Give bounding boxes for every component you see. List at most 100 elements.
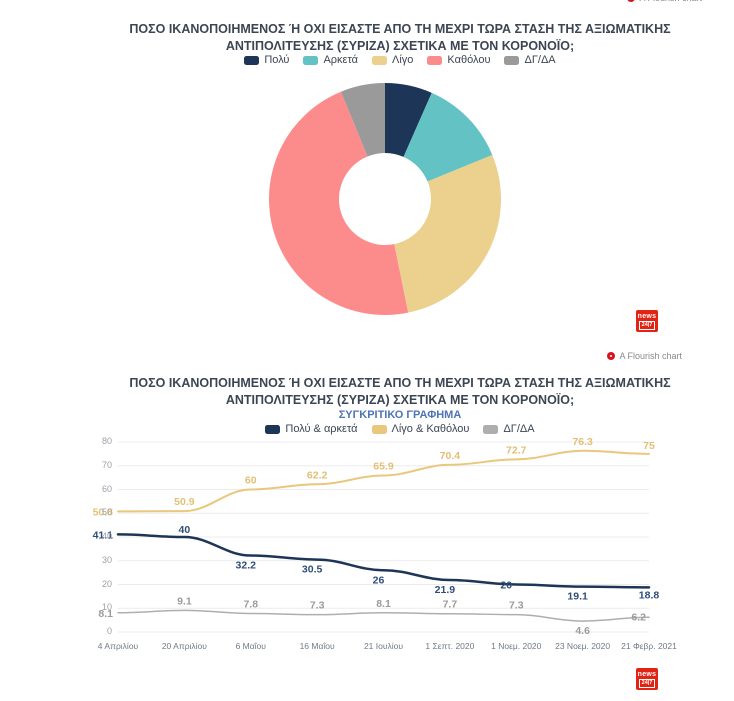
data-point-label: 30.5 xyxy=(302,564,323,576)
data-point-label: 76.3 xyxy=(572,436,593,448)
legend-swatch xyxy=(504,55,520,65)
legend-item[interactable]: Λίγο xyxy=(372,54,413,66)
y-tick-label: 70 xyxy=(101,459,112,470)
title-line-2: ΑΝΤΙΠΟΛΙΤΕΥΣΗΣ (ΣΥΡΙΖΑ) ΣΧΕΤΙΚΑ ΜΕ ΤΟΝ Κ… xyxy=(225,39,575,53)
donut-segment-2[interactable] xyxy=(394,154,501,313)
donut-segment-3[interactable] xyxy=(269,91,409,315)
data-point-label: 50.8 xyxy=(93,506,114,518)
x-tick-label: 16 Μαΐου xyxy=(299,641,335,651)
legend-swatch xyxy=(244,55,260,65)
donut-chart xyxy=(269,83,501,315)
legend-label: ΔΓ/ΔΑ xyxy=(503,423,535,435)
donut-chart-title: ΠΟΣΟ ΙΚΑΝΟΠΟΙΗΜΕΝΟΣ Ή ΟΧΙ ΕΙΣΑΣΤΕ ΑΠΟ ΤΗ… xyxy=(66,21,734,55)
data-point-label: 40 xyxy=(179,524,191,536)
y-tick-label: 20 xyxy=(101,578,112,589)
data-point-label: 60 xyxy=(245,475,257,487)
data-point-label: 8.1 xyxy=(98,608,113,620)
legend-item[interactable]: Λίγο & Καθόλου xyxy=(371,423,470,435)
data-point-label: 26 xyxy=(373,574,385,586)
legend-swatch xyxy=(372,55,387,65)
y-tick-label: 50 xyxy=(101,507,112,518)
data-point-label: 7.3 xyxy=(310,600,325,612)
logo-text-bottom: 24|7 xyxy=(638,320,656,330)
logo-text-top: news xyxy=(637,670,657,678)
x-tick-label: 21 Φεβρ. 2021 xyxy=(621,641,677,651)
legend-label: Πολύ xyxy=(264,54,290,66)
donut-segment-1[interactable] xyxy=(403,92,493,182)
legend-item[interactable]: Πολύ & αρκετά xyxy=(265,423,358,435)
legend-swatch xyxy=(265,424,281,434)
line-legend: Πολύ & αρκετά Λίγο & Καθόλου ΔΓ/ΔΑ xyxy=(66,423,734,435)
data-point-label: 65.9 xyxy=(373,460,394,472)
legend-label: Καθόλου xyxy=(447,54,491,66)
y-tick-label: 30 xyxy=(101,554,112,565)
data-point-label: 32.2 xyxy=(236,560,257,572)
logo-text-bottom: 24|7 xyxy=(638,678,656,688)
donut-legend: Πολύ Αρκετά Λίγο Καθόλου ΔΓ/ΔΑ xyxy=(66,54,734,66)
data-point-label: 41.1 xyxy=(93,529,114,541)
series-line-2[interactable] xyxy=(117,609,650,622)
legend-item[interactable]: Πολύ xyxy=(244,54,289,66)
x-tick-label: 6 Μαΐου xyxy=(235,641,266,651)
title-line-2: ΑΝΤΙΠΟΛΙΤΕΥΣΗΣ (ΣΥΡΙΖΑ) ΣΧΕΤΙΚΑ ΜΕ ΤΟΝ Κ… xyxy=(225,393,575,407)
data-point-label: 70.4 xyxy=(440,450,461,462)
title-line-1: ΠΟΣΟ ΙΚΑΝΟΠΟΙΗΜΕΝΟΣ Ή ΟΧΙ ΕΙΣΑΣΤΕ ΑΠΟ ΤΗ… xyxy=(129,22,671,36)
series-line-0[interactable] xyxy=(116,533,651,589)
x-tick-label: 20 Απριλίου xyxy=(161,641,207,651)
legend-swatch xyxy=(427,55,443,65)
data-point-label: 50.9 xyxy=(174,496,195,508)
legend-item[interactable]: Καθόλου xyxy=(427,54,490,66)
news247-logo[interactable]: news 24|7 xyxy=(636,668,658,690)
x-tick-label: 23 Νοεμ. 2020 xyxy=(555,641,611,651)
legend-item[interactable]: ΔΓ/ΔΑ xyxy=(483,423,535,435)
y-tick-label: 10 xyxy=(101,602,112,613)
legend-swatch xyxy=(483,424,499,434)
flourish-logo-icon xyxy=(627,0,636,2)
title-line-1: ΠΟΣΟ ΙΚΑΝΟΠΟΙΗΜΕΝΟΣ Ή ΟΧΙ ΕΙΣΑΣΤΕ ΑΠΟ ΤΗ… xyxy=(129,376,671,390)
data-point-label: 21.9 xyxy=(435,584,456,596)
legend-label: ΔΓ/ΔΑ xyxy=(524,54,556,66)
x-tick-label: 1 Σεπτ. 2020 xyxy=(425,641,475,651)
flourish-attribution-2[interactable]: A Flourish chart xyxy=(607,351,682,361)
data-point-label: 7.3 xyxy=(509,600,524,612)
line-chart-subtitle: ΣΥΓΚΡΙΤΙΚΟ ΓΡΑΦΗΜΑ xyxy=(338,409,462,421)
data-point-label: 20 xyxy=(500,580,512,592)
legend-label: Πολύ & αρκετά xyxy=(285,423,358,435)
flourish-attribution-label: A Flourish chart xyxy=(639,0,702,3)
series-line-1[interactable] xyxy=(117,449,650,513)
data-point-label: 18.8 xyxy=(639,589,660,601)
data-point-label: 9.1 xyxy=(177,595,192,607)
legend-swatch xyxy=(371,424,387,434)
legend-swatch xyxy=(303,55,319,65)
y-tick-label: 40 xyxy=(101,531,112,541)
donut-segment-0[interactable] xyxy=(385,83,432,157)
data-point-label: 8.1 xyxy=(376,598,391,610)
y-tick-label: 80 xyxy=(101,436,112,446)
y-tick-label: 0 xyxy=(106,626,112,636)
data-point-label: 19.1 xyxy=(567,591,588,603)
legend-label: Λίγο & Καθόλου xyxy=(391,423,470,435)
donut-segment-4[interactable] xyxy=(340,83,385,157)
data-point-label: 4.6 xyxy=(575,625,590,637)
logo-text-top: news xyxy=(637,312,657,320)
flourish-attribution-label: A Flourish chart xyxy=(619,351,682,361)
legend-item[interactable]: ΔΓ/ΔΑ xyxy=(504,54,556,66)
x-tick-label: 4 Απριλίου xyxy=(97,641,139,651)
line-chart-title: ΠΟΣΟ ΙΚΑΝΟΠΟΙΗΜΕΝΟΣ Ή ΟΧΙ ΕΙΣΑΣΤΕ ΑΠΟ ΤΗ… xyxy=(66,375,734,409)
y-tick-label: 60 xyxy=(101,483,112,494)
x-tick-label: 1 Νοεμ. 2020 xyxy=(491,641,542,651)
flourish-logo-icon xyxy=(607,352,616,360)
data-point-label: 6.2 xyxy=(631,611,646,623)
legend-label: Λίγο xyxy=(392,54,414,66)
data-point-label: 7.7 xyxy=(443,599,458,611)
data-point-label: 72.7 xyxy=(506,444,527,456)
data-point-label: 62.2 xyxy=(307,469,328,481)
x-tick-label: 21 Ιουλίου xyxy=(363,641,404,651)
legend-label: Αρκετά xyxy=(323,54,358,66)
flourish-attribution-1[interactable]: A Flourish chart xyxy=(627,0,702,3)
data-point-label: 75 xyxy=(643,440,655,452)
legend-item[interactable]: Αρκετά xyxy=(303,54,358,66)
news247-logo[interactable]: news 24|7 xyxy=(636,310,658,332)
